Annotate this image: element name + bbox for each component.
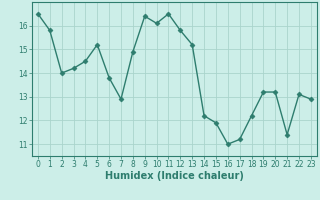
X-axis label: Humidex (Indice chaleur): Humidex (Indice chaleur) — [105, 171, 244, 181]
